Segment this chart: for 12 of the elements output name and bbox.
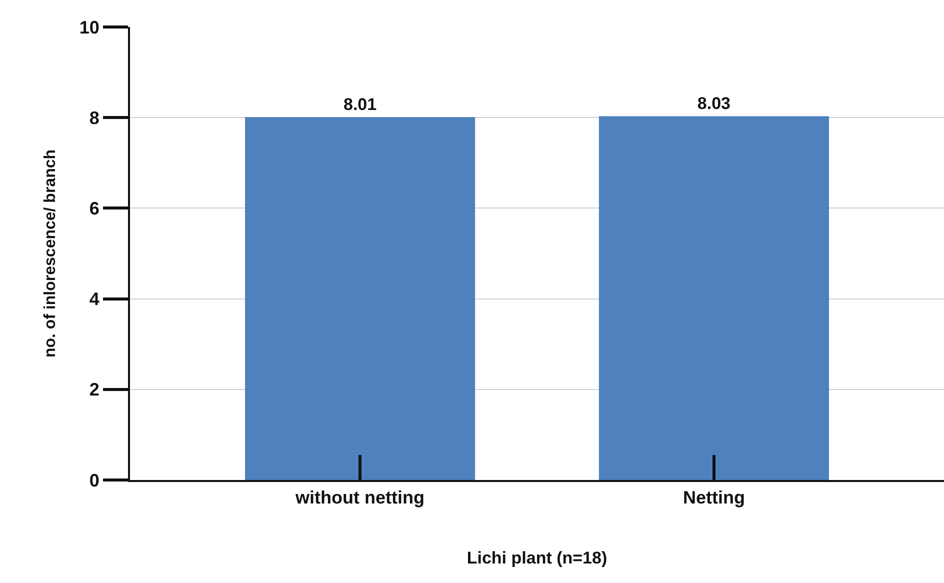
y-tick-label: 10 — [79, 17, 100, 38]
y-tick-label: 6 — [89, 198, 100, 218]
data-label: 8.01 — [344, 95, 377, 114]
x-axis-title: Lichi plant (n=18) — [466, 548, 608, 568]
x-tick-label: without netting — [294, 488, 425, 508]
data-label: 8.03 — [697, 94, 730, 114]
y-axis-title: no. of inlorescence/ branch — [42, 149, 59, 358]
x-tick-label: Netting — [682, 488, 745, 508]
y-tick-label: 4 — [89, 289, 100, 310]
y-tick-label: 2 — [89, 380, 100, 400]
y-tick-label: 0 — [89, 470, 100, 490]
y-tick-label: 8 — [89, 108, 100, 128]
